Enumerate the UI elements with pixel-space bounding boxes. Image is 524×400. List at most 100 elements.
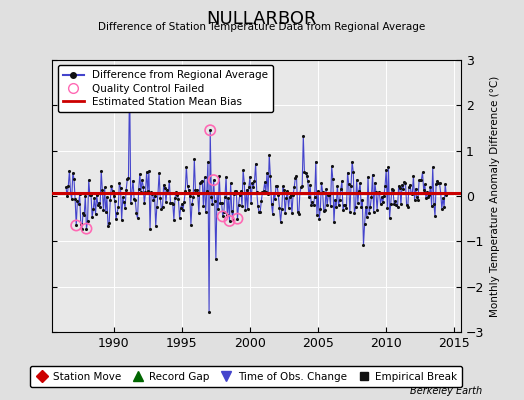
Point bbox=[333, 183, 342, 189]
Point bbox=[160, 185, 169, 192]
Point bbox=[435, 180, 444, 186]
Point bbox=[419, 186, 428, 193]
Point bbox=[399, 185, 407, 192]
Point bbox=[129, 177, 137, 184]
Point bbox=[103, 194, 111, 200]
Point bbox=[84, 177, 93, 183]
Point bbox=[220, 209, 228, 215]
Point bbox=[395, 183, 403, 189]
Point bbox=[219, 213, 227, 220]
Point bbox=[231, 188, 239, 194]
Point bbox=[280, 187, 288, 194]
Point bbox=[87, 192, 95, 198]
Point bbox=[397, 201, 405, 208]
Point bbox=[221, 193, 229, 200]
Point bbox=[128, 190, 136, 196]
Point bbox=[227, 208, 236, 214]
Point bbox=[418, 169, 427, 176]
Point bbox=[149, 197, 158, 203]
Point bbox=[426, 184, 434, 190]
Point bbox=[121, 204, 129, 211]
Point bbox=[405, 184, 413, 191]
Point bbox=[155, 170, 163, 176]
Point bbox=[417, 176, 425, 183]
Point bbox=[124, 174, 133, 181]
Point bbox=[337, 178, 346, 184]
Point bbox=[259, 188, 268, 194]
Point bbox=[302, 173, 311, 179]
Point bbox=[258, 189, 267, 195]
Point bbox=[268, 211, 277, 217]
Point bbox=[403, 204, 412, 210]
Point bbox=[272, 183, 280, 189]
Point bbox=[150, 192, 159, 199]
Point bbox=[330, 219, 338, 225]
Point bbox=[401, 180, 410, 186]
Point bbox=[340, 201, 348, 208]
Point bbox=[172, 189, 180, 196]
Point bbox=[261, 189, 270, 196]
Point bbox=[263, 170, 271, 176]
Point bbox=[358, 196, 366, 203]
Point bbox=[237, 188, 245, 194]
Point bbox=[110, 193, 118, 200]
Point bbox=[166, 200, 174, 206]
Point bbox=[181, 188, 189, 195]
Point bbox=[85, 192, 94, 199]
Point bbox=[133, 215, 141, 222]
Point bbox=[196, 180, 204, 186]
Point bbox=[388, 186, 396, 192]
Point bbox=[158, 204, 167, 210]
Point bbox=[241, 207, 249, 214]
Point bbox=[70, 176, 78, 182]
Point bbox=[260, 179, 269, 186]
Point bbox=[82, 226, 91, 232]
Point bbox=[305, 194, 313, 200]
Point bbox=[298, 183, 307, 189]
Point bbox=[282, 194, 290, 201]
Point bbox=[234, 201, 243, 208]
Point bbox=[192, 187, 201, 193]
Point bbox=[290, 184, 298, 190]
Point bbox=[73, 198, 82, 204]
Point bbox=[207, 194, 215, 200]
Point bbox=[355, 188, 363, 194]
Point bbox=[368, 171, 377, 178]
Point bbox=[394, 204, 402, 210]
Point bbox=[126, 200, 135, 206]
Point bbox=[211, 198, 219, 204]
Point bbox=[341, 202, 350, 208]
Point bbox=[174, 196, 182, 202]
Point bbox=[187, 222, 195, 228]
Point bbox=[101, 184, 109, 190]
Point bbox=[291, 174, 300, 181]
Point bbox=[71, 196, 79, 202]
Point bbox=[359, 242, 368, 249]
Point bbox=[226, 180, 235, 187]
Point bbox=[157, 206, 166, 212]
Point bbox=[163, 187, 171, 193]
Point bbox=[289, 192, 297, 198]
Point bbox=[278, 206, 286, 212]
Legend: Difference from Regional Average, Quality Control Failed, Estimated Station Mean: Difference from Regional Average, Qualit… bbox=[58, 65, 273, 112]
Point bbox=[421, 181, 429, 188]
Point bbox=[384, 164, 392, 170]
Point bbox=[375, 189, 384, 195]
Point bbox=[239, 167, 247, 174]
Point bbox=[266, 173, 275, 180]
Point bbox=[301, 170, 310, 176]
Point bbox=[182, 163, 191, 170]
Point bbox=[147, 189, 155, 195]
Point bbox=[408, 190, 417, 197]
Point bbox=[246, 173, 254, 180]
Point bbox=[205, 308, 213, 315]
Point bbox=[135, 186, 143, 192]
Point bbox=[347, 183, 355, 190]
Point bbox=[114, 204, 123, 210]
Point bbox=[112, 216, 120, 222]
Point bbox=[428, 203, 436, 209]
Point bbox=[72, 222, 80, 229]
Point bbox=[392, 202, 400, 208]
Text: Berkeley Earth: Berkeley Earth bbox=[410, 386, 482, 396]
Point bbox=[222, 173, 230, 180]
